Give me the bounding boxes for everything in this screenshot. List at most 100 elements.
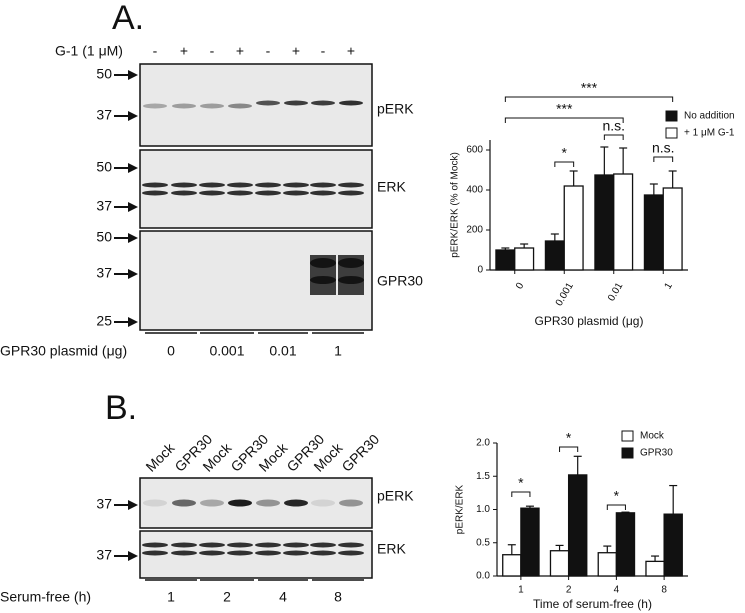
mw-marker: 37	[96, 547, 112, 563]
band	[255, 542, 281, 548]
band	[255, 190, 281, 196]
x-tick-label: 4	[614, 585, 620, 596]
blot-label: ERK	[377, 179, 406, 195]
band	[171, 542, 197, 548]
serum-label: Serum-free (h)	[0, 589, 91, 605]
g1-sign: +	[292, 43, 300, 59]
band	[142, 550, 168, 556]
legend-swatch	[621, 430, 634, 442]
x-tick-label: 1	[518, 585, 524, 596]
marker-arrowhead	[128, 163, 138, 173]
bar	[663, 513, 683, 577]
band	[255, 182, 281, 188]
bar	[549, 550, 570, 577]
band	[171, 550, 197, 556]
plasmid-label: GPR30 plasmid (μg)	[0, 343, 127, 359]
x-tick-label: 1	[663, 281, 676, 292]
group-label: 1	[334, 343, 342, 359]
band	[310, 190, 336, 196]
band	[339, 100, 363, 106]
band	[338, 542, 364, 548]
g1-sign: -	[210, 43, 215, 59]
panel-label: B.	[105, 389, 137, 427]
band	[227, 190, 253, 196]
legend-swatch	[621, 447, 634, 459]
band	[338, 190, 364, 196]
band	[284, 499, 308, 507]
band	[200, 499, 224, 507]
x-tick-label: 2	[566, 585, 572, 596]
significance-bracket	[606, 504, 626, 510]
mw-marker: 50	[96, 229, 112, 245]
band	[171, 182, 197, 188]
x-axis-label: Time of serum-free (h)	[533, 597, 652, 611]
mw-marker: 37	[96, 198, 112, 214]
band	[199, 542, 225, 548]
band	[227, 182, 253, 188]
band	[227, 542, 253, 548]
blot-label: pERK	[377, 488, 414, 504]
band	[311, 100, 335, 106]
band	[283, 190, 309, 196]
significance-label: n.s.	[602, 118, 625, 134]
band	[227, 550, 253, 556]
bar	[514, 247, 535, 271]
bar	[597, 552, 618, 577]
band	[172, 103, 196, 109]
group-label: 1	[167, 589, 175, 605]
bar	[643, 194, 664, 271]
band	[310, 276, 336, 284]
mw-marker: 50	[96, 159, 112, 175]
bar	[563, 185, 584, 271]
band	[228, 499, 252, 507]
group-label: 2	[223, 589, 231, 605]
blot	[139, 149, 373, 229]
y-tick-label: 1.0	[476, 504, 490, 515]
significance-bracket	[559, 446, 579, 452]
significance-bracket	[554, 161, 575, 167]
band	[228, 103, 252, 109]
marker-arrowhead	[128, 551, 138, 561]
bar	[502, 554, 522, 577]
y-tick-label: 0	[477, 265, 483, 276]
marker-arrowhead	[128, 202, 138, 212]
band	[339, 499, 363, 507]
y-tick-label: 0.0	[476, 571, 490, 582]
significance-bracket	[603, 134, 624, 140]
lane-label: Mock	[142, 439, 178, 475]
band	[256, 499, 280, 507]
mw-marker: 25	[96, 313, 112, 329]
y-tick-label: 2.0	[476, 438, 490, 449]
x-tick-label: 0.001	[554, 281, 576, 309]
band	[142, 182, 168, 188]
marker-arrowhead	[128, 70, 138, 80]
marker-arrowhead	[128, 111, 138, 121]
band	[283, 182, 309, 188]
band	[310, 258, 336, 268]
legend-label: + 1 μM G-1	[684, 128, 735, 139]
x-tick-label: 0	[514, 281, 527, 292]
band	[199, 550, 225, 556]
significance-label: *	[562, 145, 568, 161]
band	[199, 182, 225, 188]
band	[338, 276, 364, 284]
bar	[615, 512, 636, 577]
band	[338, 258, 364, 268]
significance-label: *	[566, 430, 572, 446]
significance-label: *	[518, 475, 524, 491]
group-label: 8	[334, 589, 342, 605]
blot	[139, 230, 373, 331]
bar	[645, 560, 665, 577]
band	[283, 542, 309, 548]
x-axis-label: GPR30 plasmid (μg)	[535, 314, 644, 328]
marker-arrowhead	[128, 269, 138, 279]
panel-label: A.	[112, 0, 144, 37]
g1-sign: -	[321, 43, 326, 59]
band	[200, 103, 224, 109]
legend-label: Mock	[640, 431, 665, 442]
g1-sign: -	[153, 43, 158, 59]
y-tick-label: 400	[466, 185, 483, 196]
band	[172, 499, 196, 507]
